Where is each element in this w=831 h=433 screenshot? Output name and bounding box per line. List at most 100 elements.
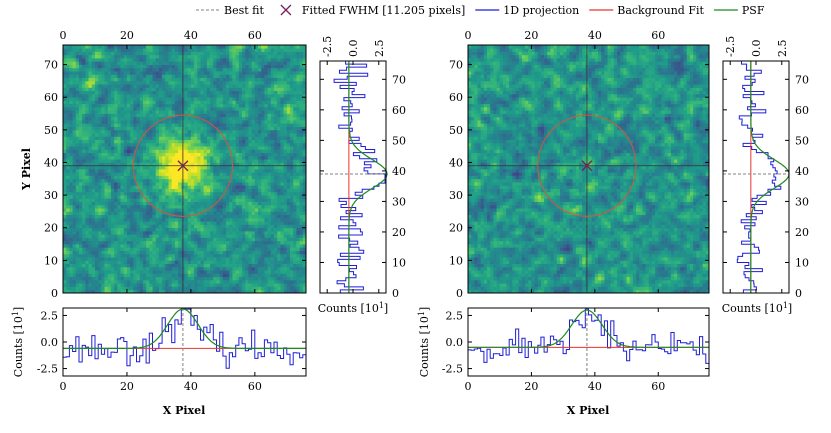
pixel (91, 113, 96, 118)
pixel (130, 80, 134, 85)
pixel (110, 266, 115, 271)
pixel (187, 133, 192, 137)
pixel (82, 110, 86, 114)
pixel (238, 185, 243, 189)
pixel (248, 182, 252, 186)
pixel (280, 283, 284, 287)
pixel (210, 253, 214, 258)
pixel (126, 221, 131, 225)
pixel (139, 113, 144, 118)
pixel (277, 123, 281, 127)
pixel (142, 221, 147, 225)
pixel (75, 250, 80, 255)
pixel (88, 211, 93, 216)
pixel (280, 182, 284, 186)
pixel (248, 257, 252, 261)
pixel (130, 110, 134, 114)
pixel (280, 152, 284, 157)
pixel (261, 273, 265, 278)
pixel (88, 195, 93, 199)
pixel (229, 221, 233, 225)
legend-label: 1D projection (503, 4, 579, 17)
pixel (190, 191, 195, 196)
pixel (194, 250, 198, 255)
pixel (146, 93, 150, 98)
pixel (66, 237, 70, 242)
pixel (258, 260, 262, 264)
pixel (267, 211, 272, 216)
pixel (197, 227, 201, 232)
pixel (216, 266, 221, 271)
pixel (142, 129, 147, 134)
pixel (261, 149, 265, 154)
pixel (107, 133, 112, 137)
pixel (104, 139, 109, 144)
pixel (162, 217, 166, 222)
pixel (120, 270, 125, 274)
pixel (194, 224, 198, 229)
pixel (142, 126, 147, 131)
pixel (302, 103, 307, 108)
pixel (171, 139, 176, 144)
pixel (277, 84, 281, 88)
pixel (75, 195, 80, 199)
pixel (104, 247, 109, 251)
pixel (216, 188, 221, 193)
pixel (264, 162, 268, 167)
pixel (210, 80, 214, 85)
pixel (178, 182, 182, 186)
pixel (286, 279, 291, 284)
pixel (274, 227, 278, 232)
pixel (290, 139, 294, 144)
pixel (197, 116, 201, 121)
pixel (88, 126, 93, 131)
pixel (149, 84, 153, 88)
pixel (178, 97, 182, 101)
pixel (248, 162, 252, 167)
pixel (158, 217, 163, 222)
pixel (146, 97, 150, 101)
pixel (110, 211, 115, 216)
pixel (85, 84, 89, 88)
pixel (245, 237, 249, 242)
pixel (222, 231, 227, 235)
pixel (133, 185, 137, 189)
pixel (213, 286, 217, 291)
pixel (152, 87, 157, 92)
pixel (85, 136, 89, 140)
pixel (264, 289, 268, 294)
pixel (302, 120, 307, 124)
pixel (72, 217, 77, 222)
pixel (110, 93, 115, 98)
pixel (72, 250, 77, 255)
pixel (245, 107, 249, 111)
pixel (293, 107, 297, 111)
pixel (296, 103, 300, 108)
pixel (133, 152, 137, 157)
pixel (174, 90, 179, 95)
pixel (200, 221, 205, 225)
pixel (290, 221, 294, 225)
pixel (194, 113, 198, 118)
pixel (299, 191, 304, 196)
pixel (229, 107, 233, 111)
pixel (200, 139, 205, 144)
pixel (251, 155, 256, 160)
pixel (88, 270, 93, 274)
pixel (126, 185, 131, 189)
pixel (242, 204, 246, 209)
pixel (104, 178, 109, 183)
pixel (258, 90, 262, 95)
pixel (245, 250, 249, 255)
pixel (165, 178, 169, 183)
pixel (203, 279, 208, 284)
pixel (91, 126, 96, 131)
pixel (251, 240, 256, 245)
pixel (190, 250, 195, 255)
pixel (75, 120, 80, 124)
pixel (274, 231, 278, 235)
pixel (216, 136, 221, 140)
pixel (107, 221, 112, 225)
pixel (190, 129, 195, 134)
pixel (187, 195, 192, 199)
